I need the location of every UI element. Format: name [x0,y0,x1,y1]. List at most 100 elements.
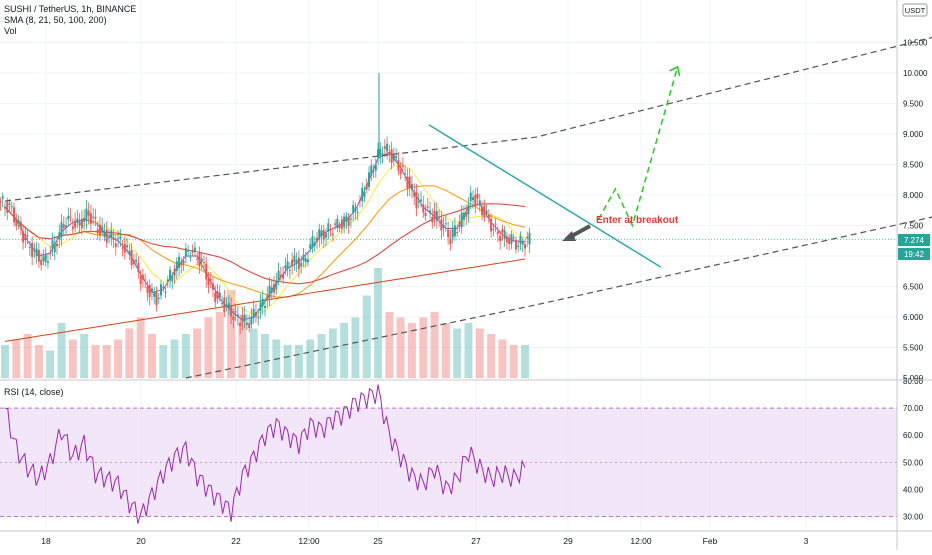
candle-body [424,212,427,217]
candle-body [456,232,459,234]
candle-body [487,214,490,218]
candle-body [78,221,81,226]
candle-body [153,291,156,297]
candle-body [67,215,70,220]
time-tick-label: 25 [373,536,383,546]
candle-body [345,216,348,222]
sma-100-line [4,203,526,285]
volume-bar [34,345,43,378]
volume-indicator-label[interactable]: Vol [4,26,17,36]
volume-bar [498,339,507,378]
candle-body [225,304,228,306]
candle-body [71,226,74,230]
volume-bar [227,290,236,378]
candle-body [519,235,522,244]
candle-body [157,297,160,299]
candle-body [10,206,13,208]
candle-body [146,286,149,293]
candle-body [399,170,402,175]
candle-body [275,281,278,290]
candle-body [327,223,330,232]
volume-bar [441,323,450,378]
rsi-indicator-label[interactable]: RSI (14, close) [4,387,64,397]
candle-body [58,232,61,240]
volume-bar [114,339,122,378]
candle-body [397,159,400,171]
candle-body [386,143,389,152]
candle-body [381,153,384,155]
candle-body [503,230,506,239]
candle-body [282,274,285,279]
candle-body [447,229,450,238]
candle-body [451,229,454,238]
candle-body [431,216,434,223]
candle-body [46,261,49,263]
countdown-badge [898,248,930,260]
candle-body [510,234,513,244]
candle-body [322,230,325,240]
candle-body [37,249,40,262]
candle-body [42,256,45,262]
volume-bar [306,339,315,378]
candle-body [1,196,4,199]
time-tick-label: 22 [231,536,241,546]
candle-body [336,218,339,229]
candle-body [377,149,380,158]
rsi-tick-label: 40.00 [903,485,924,494]
candle-body [472,197,474,201]
volume-bar [351,317,360,378]
currency-box[interactable] [902,3,928,17]
candle-body [508,237,511,245]
volume-bar [430,312,439,378]
symbol-title[interactable]: SUSHI / TetherUS, 1h, BINANCE [4,4,136,14]
volume-bar [193,328,202,378]
candle-body [291,259,294,267]
candle-body [110,230,113,239]
volume-bar [396,317,405,378]
candle-body [284,265,287,269]
candle-body [105,229,108,243]
price-tick-label: 8.000 [903,191,924,200]
candle-body [241,315,244,323]
candle-body [279,274,282,277]
candle-body [528,232,531,245]
candle-body [193,247,196,252]
volume-bar [159,345,168,378]
candle-body [347,217,350,226]
candle-body [65,225,68,228]
candle-body [24,234,27,241]
candle-body [87,210,90,216]
candle-body [517,245,520,247]
volume-bar [125,328,134,378]
candle-body [288,269,291,271]
volume-bar [136,317,145,378]
candle-body [415,192,418,209]
candle-body [200,258,203,262]
candle-body [356,212,359,214]
candle-body [404,173,407,175]
candle-body [76,218,79,223]
candle-body [365,184,368,190]
candle-body [175,261,178,271]
candle-body [216,291,219,299]
candle-body [141,274,144,280]
candle-body [422,204,425,213]
volume-bar [385,312,394,378]
volume-bar [215,312,224,378]
price-tick-label: 5.500 [903,344,924,353]
candle-body [370,165,373,176]
rsi-tick-label: 60.00 [903,431,924,440]
price-tick-label: 10.000 [903,69,928,78]
candle-body [232,316,235,320]
candle-body [270,287,273,293]
candle-body [343,216,346,227]
candle-body [433,210,436,220]
candle-body [512,237,515,239]
volume-bar [374,268,382,378]
breakout-arrowhead [562,231,576,241]
candle-body [117,238,120,240]
price-tick-label: 6.000 [903,313,924,322]
sma-indicator-label[interactable]: SMA (8, 21, 50, 100, 200) [4,15,107,25]
